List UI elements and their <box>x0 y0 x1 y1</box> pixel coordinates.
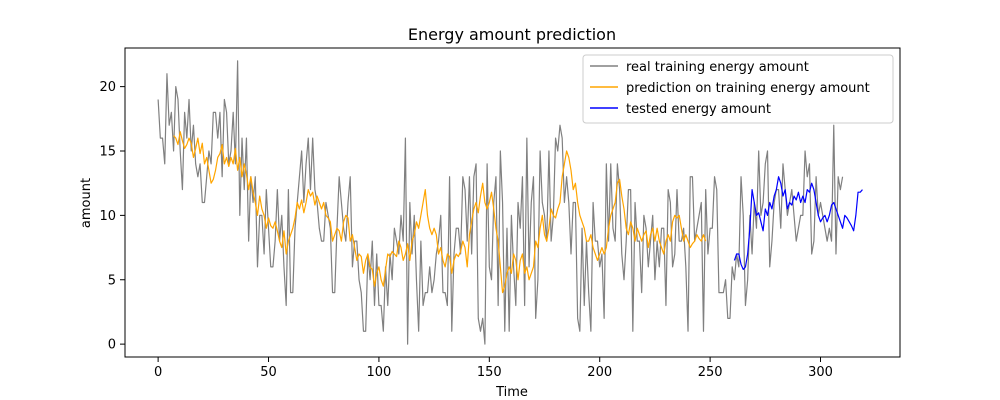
series-line-2 <box>733 176 863 271</box>
y-axis-label: amount <box>79 178 94 228</box>
y-tick-label: 20 <box>99 80 116 95</box>
legend-label-real-training: real training energy amount <box>626 60 809 75</box>
x-axis: 0 50 100 150 200 250 300 <box>154 357 833 380</box>
y-tick-label: 15 <box>99 145 116 160</box>
x-tick-label: 150 <box>477 365 502 380</box>
legend-label-tested: tested energy amount <box>626 102 771 117</box>
x-tick-label: 50 <box>260 365 277 380</box>
legend: real training energy amount prediction o… <box>582 54 894 124</box>
series-line-0 <box>157 60 844 345</box>
chart-title: Energy amount prediction <box>408 25 616 44</box>
x-axis-label: Time <box>495 385 528 400</box>
x-tick-label: 200 <box>587 365 612 380</box>
legend-box <box>582 54 894 124</box>
x-tick-label: 250 <box>698 365 723 380</box>
series-line-1 <box>173 131 707 294</box>
y-tick-label: 0 <box>108 338 116 353</box>
x-tick-label: 0 <box>154 365 162 380</box>
x-tick-label: 100 <box>367 365 392 380</box>
plot-frame <box>124 47 901 358</box>
y-axis: 0 5 10 15 20 <box>99 80 125 353</box>
y-tick-label: 5 <box>108 273 116 288</box>
legend-label-prediction: prediction on training energy amount <box>626 81 870 96</box>
series-layer <box>157 60 863 345</box>
x-tick-label: 300 <box>808 365 833 380</box>
y-tick-label: 10 <box>99 209 116 224</box>
